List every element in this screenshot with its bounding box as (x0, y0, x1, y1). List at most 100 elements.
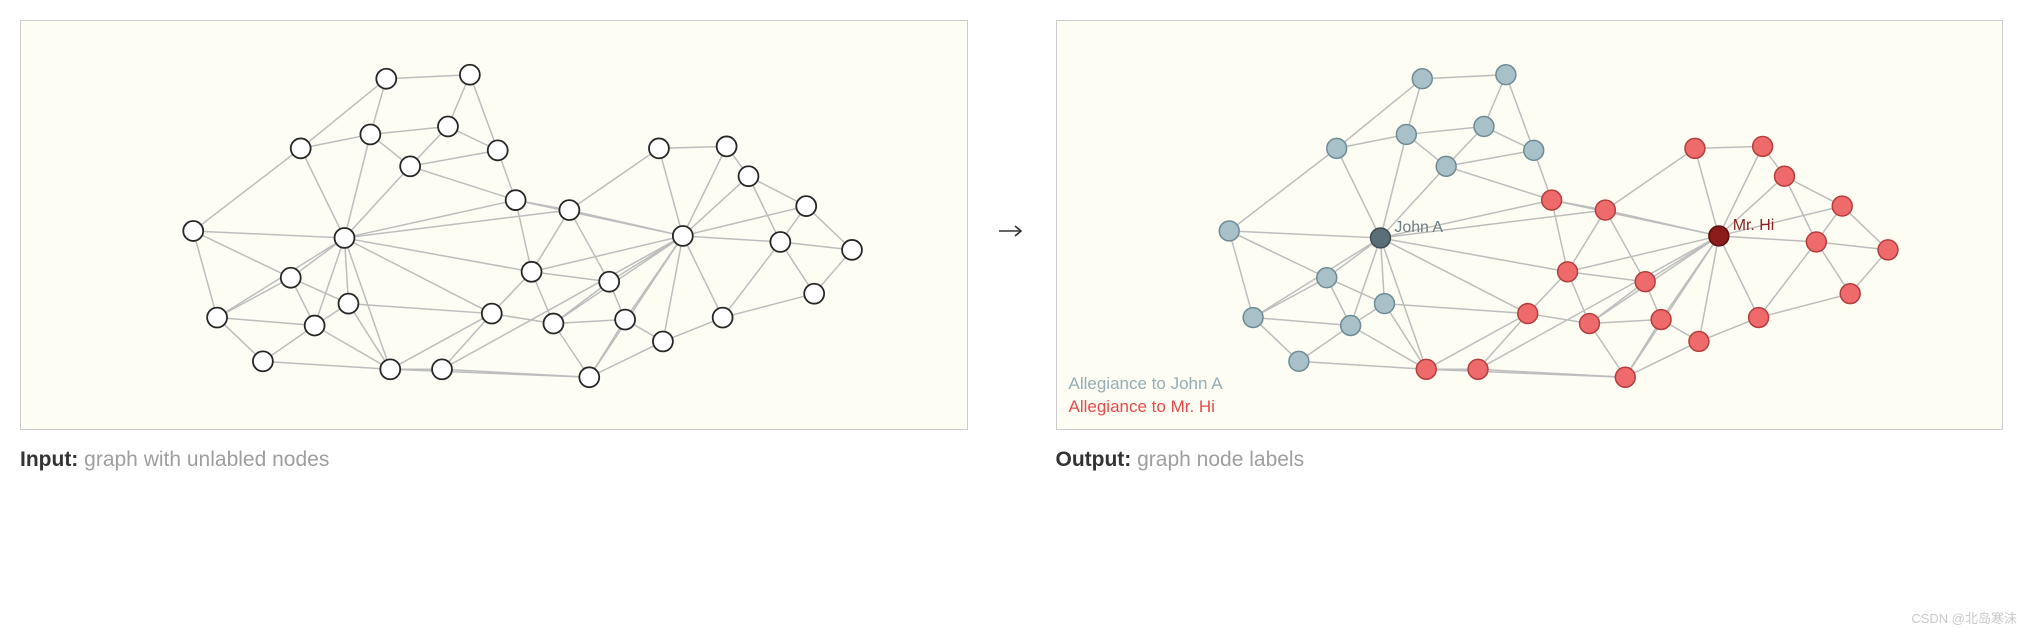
graph-edge (683, 236, 781, 242)
output-graph-svg: John A Mr. Hi (1057, 21, 2003, 429)
graph-edge (1446, 166, 1551, 200)
graph-node-john-a (1374, 294, 1394, 314)
graph-edge (344, 238, 531, 272)
graph-node-mr-hi (1615, 367, 1635, 387)
graph-edge (723, 242, 781, 318)
graph-edge (193, 231, 291, 278)
graph-node-john-a (1396, 124, 1416, 144)
graph-node-mr-hi (1416, 359, 1436, 379)
graph-node-unlabeled (796, 196, 816, 216)
graph-edge (1816, 242, 1888, 250)
graph-edge (532, 236, 683, 272)
graph-node-unlabeled (183, 221, 203, 241)
graph-node-john-a (1288, 351, 1308, 371)
graph-edge (217, 278, 291, 318)
output-caption-text: graph node labels (1131, 448, 1304, 471)
graph-edge (723, 294, 815, 318)
output-panel-wrap: John A Mr. Hi Allegiance to John A Allegi… (1056, 20, 2004, 472)
input-caption-text: graph with unlabled nodes (78, 448, 329, 471)
graph-edge (1661, 236, 1719, 320)
graph-node-john-a (1436, 156, 1456, 176)
arrow-icon (988, 224, 1036, 238)
graph-edge (193, 231, 217, 318)
graph-edge (1605, 210, 1718, 236)
graph-edge (217, 318, 315, 326)
legend-mr-hi-text: Allegiance to Mr. Hi (1069, 397, 1215, 416)
graph-node-john-a (1474, 117, 1494, 137)
graph-node-mr-hi (1774, 166, 1794, 186)
graph-node-unlabeled (559, 200, 579, 220)
graph-node-mr-hi (1684, 138, 1704, 158)
graph-node-unlabeled (376, 69, 396, 89)
output-panel: John A Mr. Hi Allegiance to John A Allegi… (1056, 20, 2004, 430)
graph-node-unlabeled (739, 166, 759, 186)
graph-edge (1718, 236, 1816, 242)
graph-edge (344, 134, 370, 237)
graph-edge (1694, 148, 1718, 236)
graph-edge (1350, 238, 1380, 326)
figure-container: Input: graph with unlabled nodes John A M… (20, 20, 2003, 472)
hub-label-john-a: John A (1394, 219, 1443, 236)
graph-edge (1605, 148, 1695, 210)
graph-node-unlabeled (713, 308, 733, 328)
graph-node-unlabeled (842, 240, 862, 260)
graph-edge (569, 210, 682, 236)
graph-node-john-a (1316, 268, 1336, 288)
graph-edge (370, 126, 448, 134)
graph-node-unlabeled (482, 304, 502, 324)
graph-node-mr-hi (1557, 262, 1577, 282)
graph-edge (659, 148, 683, 236)
graph-node-unlabeled (488, 140, 508, 160)
graph-edge (1384, 304, 1426, 370)
legend-mr-hi: Allegiance to Mr. Hi (1069, 396, 1223, 419)
graph-edge (1645, 236, 1719, 282)
graph-edge (1589, 320, 1661, 324)
hub-label-mr-hi: Mr. Hi (1732, 217, 1774, 234)
graph-node-john-a (1326, 138, 1346, 158)
graph-edge (1298, 361, 1425, 369)
graph-edge (683, 176, 749, 236)
graph-edge (1758, 242, 1816, 318)
graph-edge (532, 210, 570, 272)
graph-edge (1406, 126, 1484, 134)
input-panel (20, 20, 968, 430)
graph-edge (315, 238, 345, 326)
graph-node-john-a (1523, 140, 1543, 160)
graph-node-mr-hi (1832, 196, 1852, 216)
legend-john-a-text: Allegiance to John A (1069, 374, 1223, 393)
legend: Allegiance to John A Allegiance to Mr. H… (1069, 373, 1223, 419)
graph-node-unlabeled (653, 331, 673, 351)
graph-node-unlabeled (438, 117, 458, 137)
graph-edge (1718, 236, 1758, 318)
graph-node-mr-hi (1517, 304, 1537, 324)
graph-node-unlabeled (305, 316, 325, 336)
graph-node-unlabeled (522, 262, 542, 282)
graph-node-unlabeled (649, 138, 669, 158)
graph-edge (749, 176, 781, 242)
graph-node-mr-hi (1468, 359, 1488, 379)
graph-edge (532, 272, 610, 282)
graph-edge (1229, 231, 1327, 278)
graph-node-mr-hi (1752, 136, 1772, 156)
graph-node-unlabeled (339, 294, 359, 314)
input-graph-svg (21, 21, 967, 429)
graph-node-unlabeled (506, 190, 526, 210)
graph-node-unlabeled (717, 136, 737, 156)
graph-edge (315, 326, 391, 370)
output-caption-bold: Output: (1056, 448, 1132, 471)
graph-node-john-a (1340, 316, 1360, 336)
graph-node-unlabeled (579, 367, 599, 387)
graph-node-unlabeled (207, 308, 227, 328)
graph-node-mr-hi (1878, 240, 1898, 260)
watermark: CSDN @北岛寒沫 (1911, 608, 2017, 627)
input-panel-wrap: Input: graph with unlabled nodes (20, 20, 968, 472)
graph-node-unlabeled (291, 138, 311, 158)
graph-edge (569, 210, 609, 282)
graph-edge (1229, 231, 1380, 238)
graph-node-mr-hi (1595, 200, 1615, 220)
graph-node-mr-hi (1635, 272, 1655, 292)
graph-edge (1567, 236, 1718, 272)
graph-node-unlabeled (673, 226, 693, 246)
legend-john-a: Allegiance to John A (1069, 373, 1223, 396)
graph-edge (1567, 272, 1645, 282)
